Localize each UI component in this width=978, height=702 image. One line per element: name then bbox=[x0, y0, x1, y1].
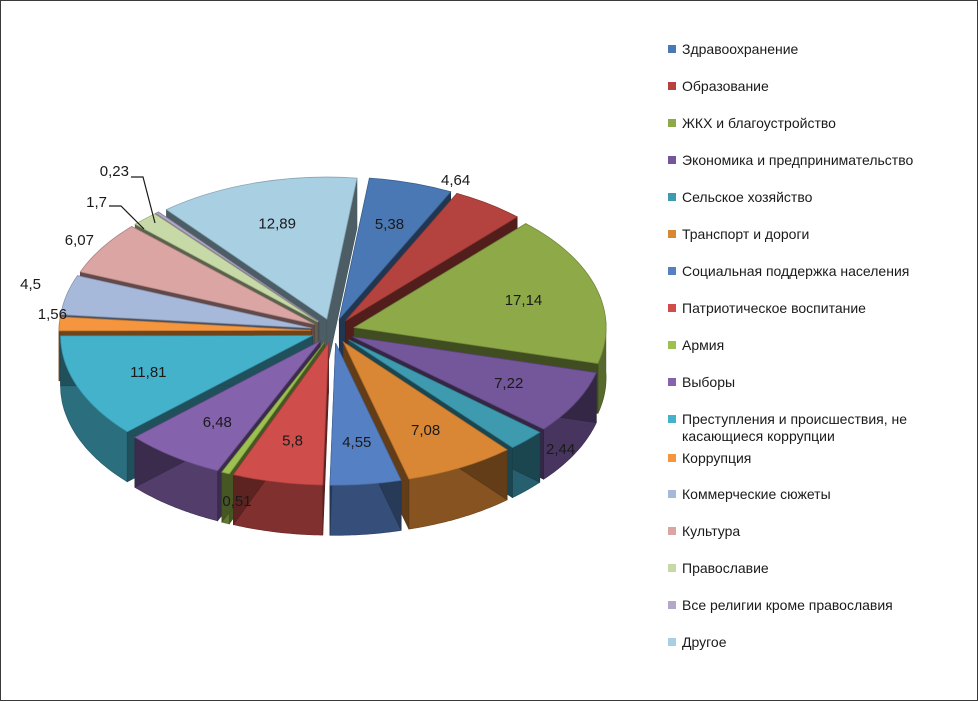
legend-label: Все религии кроме православия bbox=[682, 597, 972, 614]
legend-label: Экономика и предпринимательство bbox=[682, 152, 972, 169]
value-label-9: 0,51 bbox=[222, 493, 251, 510]
legend-swatch bbox=[668, 304, 676, 312]
legend-label: Сельское хозяйство bbox=[682, 189, 972, 206]
legend-swatch bbox=[668, 415, 676, 423]
value-label-2: 4,64 bbox=[441, 172, 470, 189]
legend-swatch bbox=[668, 267, 676, 275]
value-label-16: 0,23 bbox=[100, 163, 129, 180]
legend-swatch bbox=[668, 490, 676, 498]
legend-label: Армия bbox=[682, 337, 972, 354]
legend-label: Культура bbox=[682, 523, 972, 540]
value-label-12: 1,56 bbox=[38, 306, 67, 323]
value-label-8: 5,8 bbox=[282, 433, 303, 450]
legend-swatch bbox=[668, 378, 676, 386]
value-label-4: 7,22 bbox=[494, 375, 523, 392]
legend-label: Православие bbox=[682, 560, 972, 577]
value-label-13: 4,5 bbox=[20, 276, 41, 293]
legend-swatch bbox=[668, 601, 676, 609]
legend-label: ЖКХ и благоустройство bbox=[682, 115, 972, 132]
legend-label: Коррупция bbox=[682, 450, 972, 467]
value-label-6: 7,08 bbox=[411, 422, 440, 439]
legend-label: Образование bbox=[682, 78, 972, 95]
legend-swatch bbox=[668, 119, 676, 127]
legend-swatch bbox=[668, 156, 676, 164]
legend-label: Здравоохранение bbox=[682, 41, 972, 58]
legend-swatch bbox=[668, 45, 676, 53]
legend-swatch bbox=[668, 82, 676, 90]
legend-swatch bbox=[668, 564, 676, 572]
legend-swatch bbox=[668, 638, 676, 646]
legend-label: Выборы bbox=[682, 374, 972, 391]
legend-label: Преступления и происшествия, не касающие… bbox=[682, 411, 967, 445]
legend-swatch bbox=[668, 527, 676, 535]
value-label-1: 5,38 bbox=[375, 216, 404, 233]
value-label-14: 6,07 bbox=[65, 232, 94, 249]
value-label-5: 2,44 bbox=[546, 441, 575, 458]
legend-swatch bbox=[668, 454, 676, 462]
legend-label: Коммерческие сюжеты bbox=[682, 486, 972, 503]
legend-label: Транспорт и дороги bbox=[682, 226, 972, 243]
legend-swatch bbox=[668, 193, 676, 201]
value-label-11: 11,81 bbox=[130, 364, 166, 381]
legend-label: Другое bbox=[682, 634, 972, 651]
value-label-10: 6,48 bbox=[203, 414, 232, 431]
legend-label: Патриотическое воспитание bbox=[682, 300, 972, 317]
value-label-15: 1,7 bbox=[86, 194, 107, 211]
value-label-3: 17,14 bbox=[505, 292, 543, 309]
value-label-17: 12,89 bbox=[258, 216, 296, 233]
value-label-7: 4,55 bbox=[342, 434, 371, 451]
legend-label: Социальная поддержка населения bbox=[682, 263, 972, 280]
legend-swatch bbox=[668, 230, 676, 238]
legend-swatch bbox=[668, 341, 676, 349]
